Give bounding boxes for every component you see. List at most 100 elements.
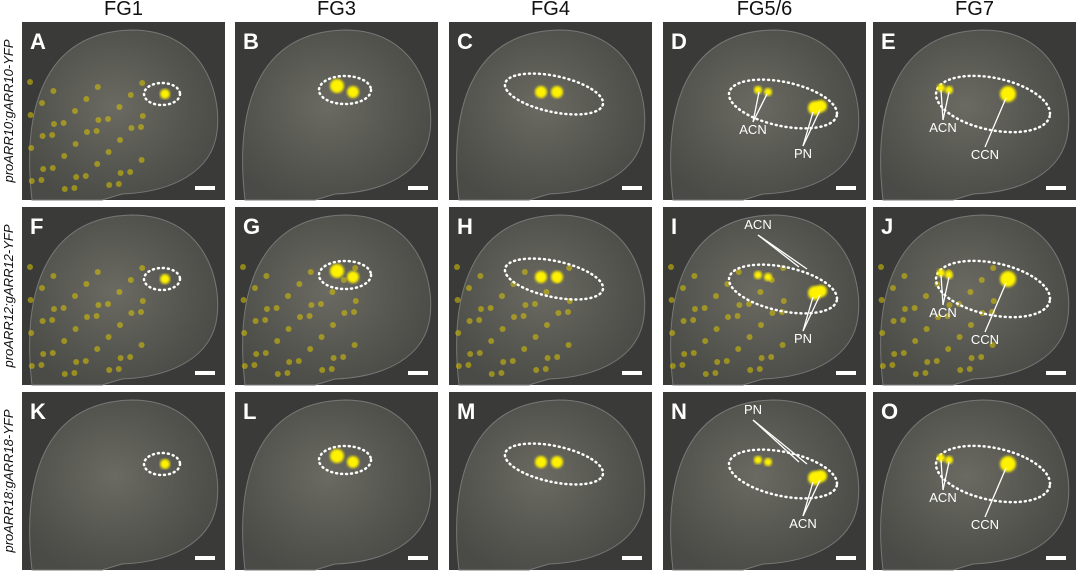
yfp-cell [127, 169, 134, 175]
yfp-cell [891, 351, 898, 357]
yfp-cell [127, 277, 134, 283]
yfp-cell [27, 79, 33, 85]
yfp-cell [61, 186, 68, 192]
yfp-cell [49, 132, 56, 138]
yfp-cell [285, 326, 292, 332]
yfp-cell [27, 112, 34, 118]
yfp-cell [128, 310, 135, 316]
yfp-cell [465, 362, 472, 368]
yfp-cell [756, 366, 763, 372]
yfp-cell [106, 182, 113, 188]
yfp-cell [736, 302, 743, 308]
yfp-cell [702, 371, 709, 377]
panel-letter: N [671, 399, 687, 424]
yfp-cell [669, 330, 676, 336]
yfp-cell [488, 371, 495, 377]
yfp-cell [679, 362, 686, 368]
yfp-cell [49, 317, 56, 323]
yfp-cell [253, 351, 260, 357]
yfp-cell [94, 269, 101, 275]
nucleus [330, 264, 344, 278]
yfp-cell [139, 265, 146, 271]
ovule [29, 214, 219, 386]
embryo-sac-outline [934, 259, 1052, 319]
yfp-cell [295, 358, 302, 364]
yfp-cell [454, 297, 461, 303]
yfp-cell [668, 297, 675, 303]
pointer [984, 97, 1007, 148]
yfp-cell [273, 305, 280, 311]
nucleus [551, 456, 563, 468]
pointer [752, 93, 768, 123]
panel-letter: M [457, 399, 475, 424]
yfp-cell [252, 285, 258, 291]
yfp-cell [692, 306, 698, 312]
scale-bar [408, 556, 428, 560]
yfp-cell [878, 264, 884, 270]
ovule [670, 214, 860, 386]
image-panel: L [235, 392, 438, 571]
yfp-cell [105, 301, 111, 307]
nucleus [1000, 271, 1016, 287]
column-header: FG5/6 [737, 0, 793, 20]
nucleus [815, 470, 827, 482]
scale-bar [836, 371, 856, 375]
yfp-cell [565, 342, 572, 348]
embryo-sac-outline [727, 448, 839, 500]
yfp-cell [890, 285, 896, 291]
pointer [802, 111, 814, 147]
image-panel: G [235, 207, 438, 386]
yfp-cell [263, 273, 270, 279]
yfp-cell [94, 346, 101, 352]
embryo-sac-outline [503, 257, 605, 301]
yfp-cell [51, 121, 57, 127]
pointer [940, 274, 944, 306]
yfp-cell [39, 133, 46, 139]
yfp-cell [49, 350, 56, 356]
pointer [942, 276, 950, 306]
yfp-cell [318, 334, 325, 340]
yfp-cell [746, 301, 752, 307]
yfp-cell [878, 297, 885, 303]
annotation: ACN [929, 490, 956, 505]
pointer [752, 91, 760, 123]
ovule [670, 29, 860, 201]
yfp-cell [911, 305, 918, 311]
yfp-cell [723, 358, 730, 364]
ovule [456, 29, 646, 201]
yfp-cell [82, 358, 89, 364]
yfp-cell [138, 124, 144, 130]
column-header: FG7 [955, 0, 994, 20]
yfp-cell [83, 281, 90, 287]
yfp-cell [297, 314, 303, 320]
yfp-cell [95, 117, 102, 123]
nucleus [754, 456, 762, 464]
column-header: FG3 [317, 0, 356, 20]
scale-bar [1046, 556, 1066, 560]
annotation: ACN [739, 122, 766, 137]
image-panel: J ACN CCN [873, 207, 1076, 386]
yfp-cell [968, 355, 975, 361]
yfp-cell [668, 264, 674, 270]
yfp-cell [713, 293, 719, 299]
yfp-cell [84, 129, 90, 135]
yfp-cell [542, 366, 549, 372]
nucleus [764, 273, 772, 281]
yfp-cell [330, 355, 337, 361]
embryo-sac-outline [142, 81, 182, 107]
yfp-cell [758, 322, 764, 328]
panel-letter: E [881, 29, 896, 54]
yfp-cell [306, 313, 313, 319]
pointer [802, 479, 821, 517]
panel-letter: F [30, 214, 43, 239]
yfp-cell [890, 318, 897, 324]
yfp-cell [498, 370, 505, 376]
embryo-sac-outline [503, 72, 605, 116]
yfp-cell [286, 359, 293, 365]
yfp-cell [106, 367, 113, 373]
yfp-cell [139, 298, 146, 304]
nucleus [535, 86, 547, 98]
panel-letter: O [881, 399, 898, 424]
image-panel: K [22, 392, 225, 571]
yfp-cell [900, 317, 907, 323]
